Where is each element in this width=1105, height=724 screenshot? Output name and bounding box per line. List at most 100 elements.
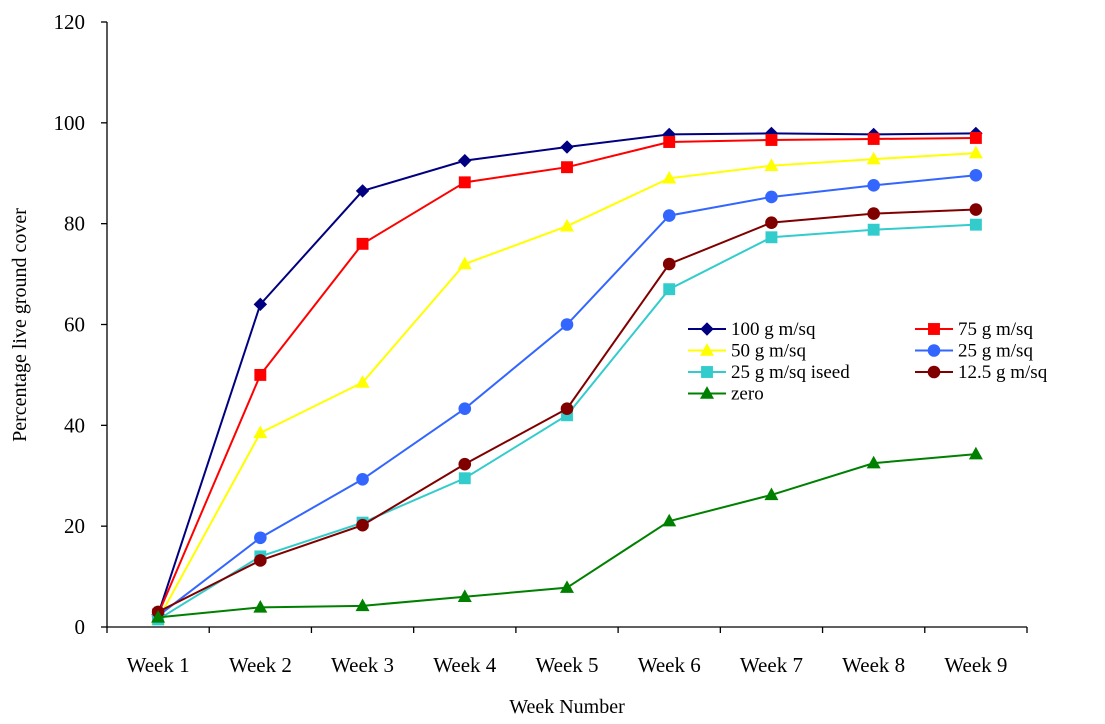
data-point bbox=[560, 218, 574, 232]
legend-entry: 100 g m/sq bbox=[688, 319, 816, 340]
data-point bbox=[867, 133, 880, 145]
legend-entry: 12.5 g m/sq bbox=[915, 362, 1048, 383]
data-point bbox=[662, 513, 677, 527]
legend-label: 25 g m/sq bbox=[958, 341, 1033, 362]
y-tick-label: 0 bbox=[75, 615, 86, 639]
series-6 bbox=[151, 446, 983, 623]
legend-entry: 50 g m/sq bbox=[688, 341, 806, 362]
legend: 100 g m/sq 75 g m/sq 50 g m/sq 25 g m/sq 25 … bbox=[688, 319, 1048, 405]
data-point bbox=[764, 487, 779, 501]
data-point bbox=[765, 134, 778, 146]
data-point bbox=[560, 318, 574, 331]
data-point bbox=[457, 256, 472, 270]
data-point bbox=[560, 140, 574, 154]
series-1 bbox=[152, 132, 982, 621]
y-tick-label: 20 bbox=[64, 514, 85, 538]
data-point bbox=[254, 368, 267, 381]
data-point bbox=[560, 580, 574, 593]
x-tick-label: Week 6 bbox=[638, 653, 701, 677]
x-tick-label: Week 9 bbox=[944, 653, 1007, 677]
data-point bbox=[458, 472, 471, 485]
x-tick-label: Week 2 bbox=[229, 653, 292, 677]
series-2 bbox=[151, 145, 983, 625]
series-4 bbox=[152, 218, 982, 626]
series-layer bbox=[151, 126, 983, 626]
legend-label: 12.5 g m/sq bbox=[958, 362, 1048, 383]
data-point bbox=[254, 554, 267, 567]
legend-label: zero bbox=[731, 384, 764, 405]
data-point bbox=[662, 209, 676, 222]
y-axis-title: Percentage live ground cover bbox=[9, 208, 31, 442]
legend-marker bbox=[928, 323, 940, 335]
data-point bbox=[356, 472, 369, 486]
x-tick-label: Week 8 bbox=[842, 653, 905, 677]
legend-entry: 75 g m/sq bbox=[915, 319, 1033, 340]
data-point bbox=[151, 610, 166, 623]
data-point bbox=[356, 518, 369, 532]
series-5 bbox=[151, 203, 983, 619]
x-tick-label: Week 5 bbox=[535, 653, 598, 677]
series-line bbox=[157, 132, 976, 615]
data-point bbox=[458, 176, 471, 189]
x-axis-title: Week Number bbox=[509, 696, 625, 718]
legend-marker bbox=[927, 365, 941, 379]
data-point bbox=[968, 446, 983, 460]
data-point bbox=[968, 145, 983, 159]
legend-marker bbox=[700, 386, 714, 399]
legend-label: 25 g m/sq iseed bbox=[731, 362, 850, 383]
legend-marker bbox=[701, 366, 713, 378]
data-point bbox=[662, 257, 676, 271]
legend-marker bbox=[700, 322, 714, 336]
data-point bbox=[253, 297, 268, 312]
data-point bbox=[765, 216, 778, 229]
data-point bbox=[458, 457, 472, 471]
data-point bbox=[254, 531, 267, 545]
data-point bbox=[663, 136, 676, 148]
legend-marker bbox=[927, 344, 941, 357]
data-point bbox=[560, 402, 574, 415]
data-point bbox=[457, 589, 472, 602]
series-0 bbox=[151, 126, 983, 622]
legend-label: 75 g m/sq bbox=[958, 319, 1033, 340]
data-point bbox=[356, 237, 369, 250]
x-tick-label: Week 3 bbox=[331, 653, 394, 677]
data-point bbox=[253, 599, 268, 613]
data-point bbox=[867, 179, 880, 192]
legend-label: 50 g m/sq bbox=[731, 341, 806, 362]
data-point bbox=[866, 151, 881, 165]
legend-marker bbox=[700, 343, 714, 356]
y-tick-label: 60 bbox=[64, 313, 85, 337]
data-point bbox=[765, 231, 778, 244]
data-point bbox=[765, 190, 778, 204]
data-point bbox=[561, 409, 573, 422]
data-point bbox=[355, 375, 370, 388]
y-ticks: 0 20 40 60 80 100 120 bbox=[54, 10, 107, 639]
data-point bbox=[969, 218, 982, 231]
x-tick-label: Week 4 bbox=[433, 653, 497, 677]
data-point bbox=[867, 223, 880, 236]
data-point bbox=[355, 598, 370, 612]
data-point bbox=[458, 153, 472, 168]
data-point bbox=[662, 170, 677, 184]
y-tick-label: 40 bbox=[64, 413, 85, 437]
data-point bbox=[969, 168, 983, 182]
data-point bbox=[866, 455, 881, 469]
data-point bbox=[355, 184, 370, 198]
data-point bbox=[663, 283, 676, 296]
data-point bbox=[969, 132, 982, 144]
x-ticks: Week 1 Week 2 Week 3 Week 4 Week 5 Week 6 Week… bbox=[106, 627, 1028, 677]
legend-entry: 25 g m/sq iseed bbox=[688, 362, 850, 383]
data-point bbox=[253, 425, 268, 439]
data-point bbox=[764, 158, 779, 171]
y-tick-label: 120 bbox=[54, 10, 86, 34]
y-tick-label: 100 bbox=[54, 111, 86, 135]
series-line bbox=[157, 136, 976, 615]
data-point bbox=[458, 402, 472, 415]
legend-entry: zero bbox=[688, 384, 764, 405]
x-tick-label: Week 7 bbox=[740, 653, 803, 677]
data-point bbox=[969, 203, 983, 216]
x-tick-label: Week 1 bbox=[127, 653, 190, 677]
legend-entry: 25 g m/sq bbox=[915, 341, 1033, 362]
legend-label: 100 g m/sq bbox=[731, 319, 816, 340]
